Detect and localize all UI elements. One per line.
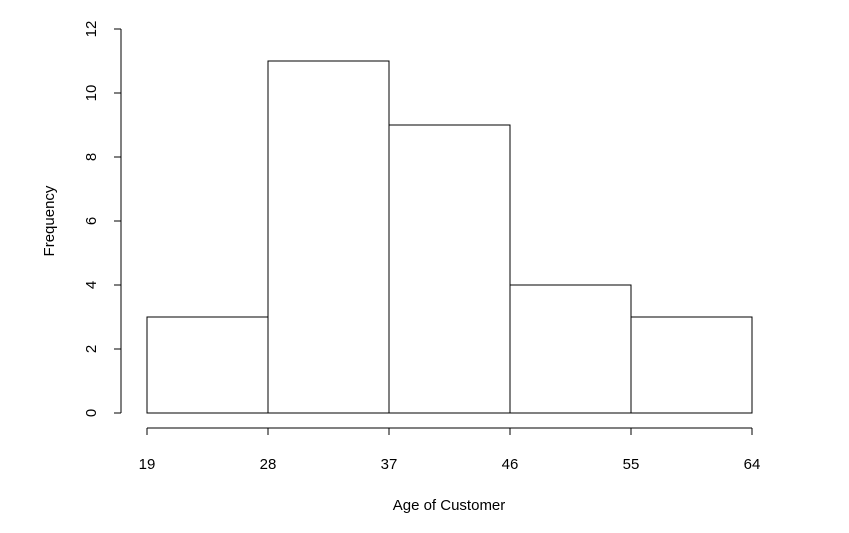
x-tick-label: 55 [623,456,640,473]
x-tick-label: 28 [260,456,277,473]
y-tick-label: 4 [83,281,100,289]
x-axis-title: Age of Customer [393,497,506,514]
y-tick-label: 0 [83,409,100,417]
histogram-bar [509,284,632,414]
x-tick-label: 19 [139,456,156,473]
y-tick-label: 8 [83,153,100,161]
x-tick-label: 37 [381,456,398,473]
histogram-bar [388,124,511,414]
y-axis-title: Frequency [41,185,58,256]
y-tick-label: 12 [83,21,100,38]
histogram-bar [630,316,753,414]
histogram-bar [146,316,269,414]
y-axis: 0 2 4 6 8 10 12 [83,21,122,417]
y-tick-label: 6 [83,217,100,225]
x-tick-label: 46 [502,456,519,473]
x-tick-label: 64 [744,456,761,473]
y-tick-label: 10 [83,85,100,102]
histogram-bar [267,60,390,414]
y-tick-label: 2 [83,345,100,353]
bars [146,60,753,414]
x-axis: 19 28 37 46 55 64 [139,427,761,473]
